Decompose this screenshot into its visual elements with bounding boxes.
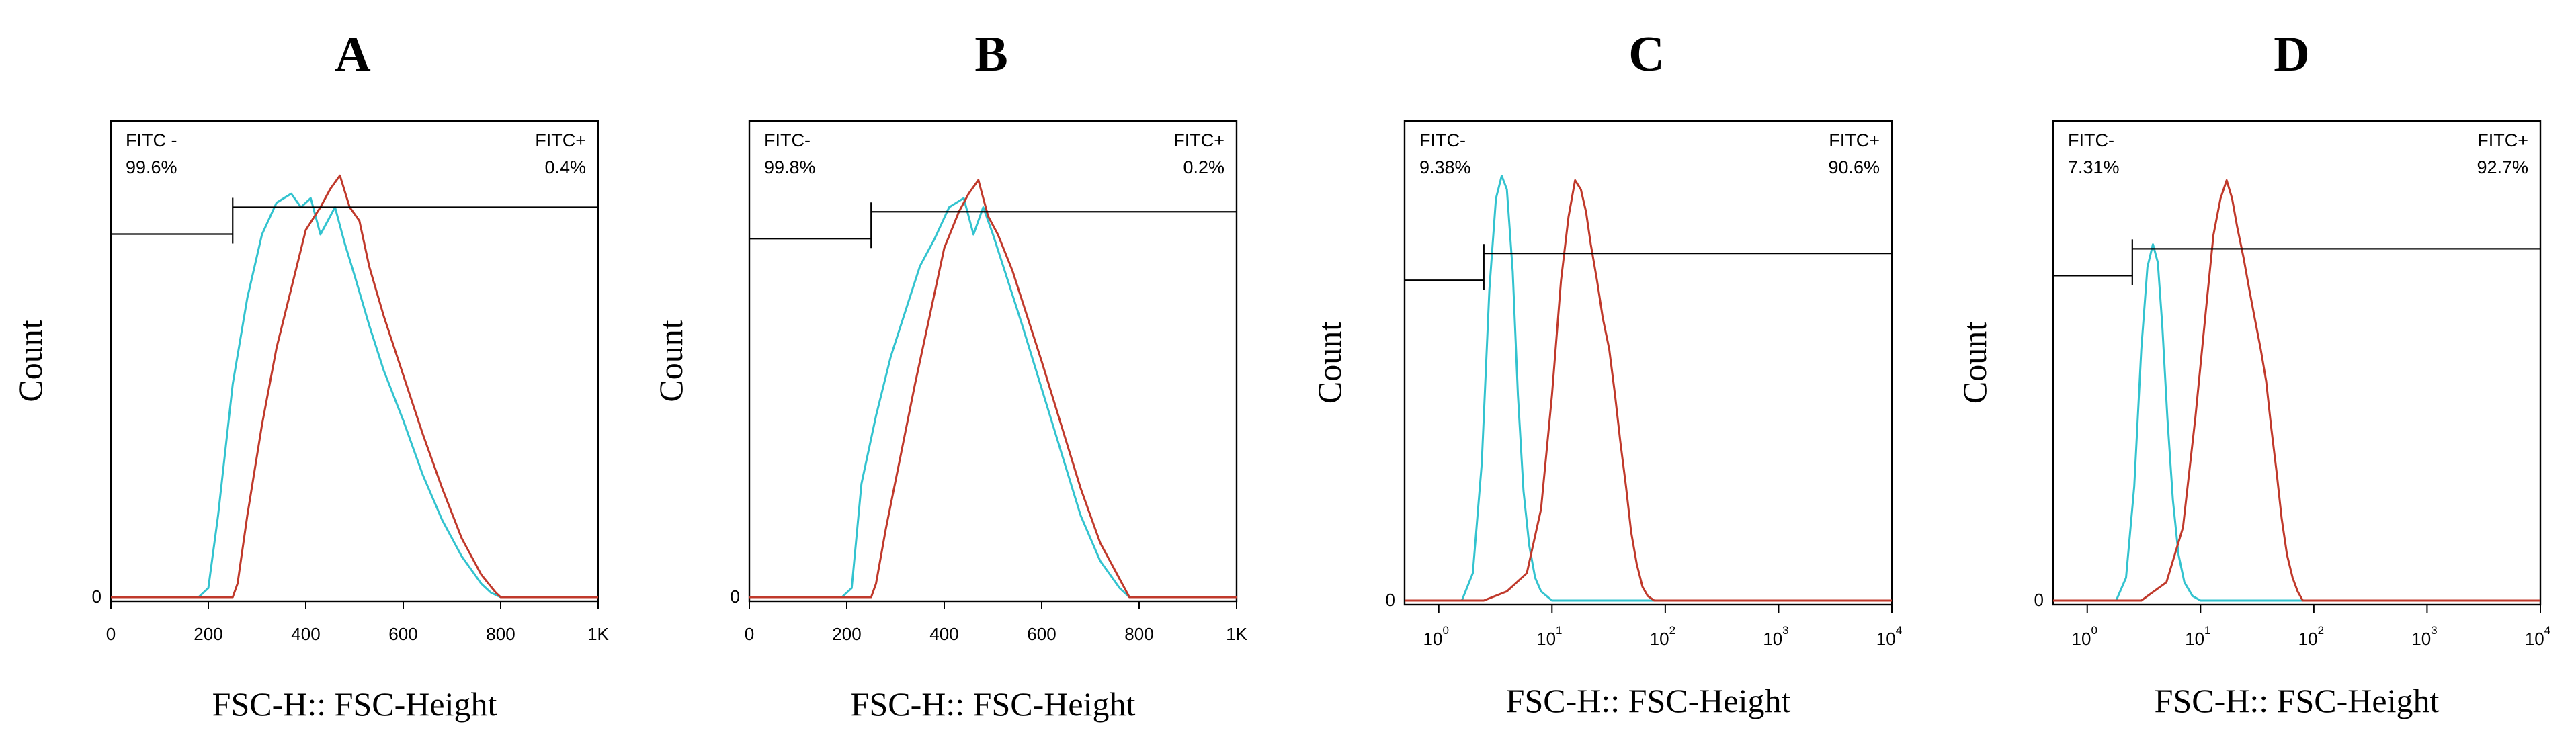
x-tick-base: 10 (2298, 629, 2318, 649)
series-sample-line (1405, 179, 1892, 602)
x-tick-label: 104 (2525, 624, 2550, 649)
x-tick-exponent: 4 (1896, 624, 1902, 637)
series-control-line (1405, 175, 1892, 602)
y-tick-label: 0 (731, 586, 740, 607)
gate-left-label: FITC- (764, 130, 811, 150)
y-axis-title: Count (1956, 322, 1993, 404)
x-tick-label: 104 (1876, 624, 1902, 649)
x-tick-label: 600 (388, 624, 417, 644)
gate-left-value: 9.38% (1419, 157, 1471, 177)
x-tick-base: 10 (2072, 629, 2091, 649)
x-tick-label: 800 (486, 624, 515, 644)
y-axis-title: Count (11, 320, 49, 402)
x-tick-label: 400 (291, 624, 320, 644)
x-axis-title: FSC-H:: FSC-Height (1506, 682, 1791, 719)
x-axis-title: FSC-H:: FSC-Height (2155, 682, 2440, 719)
gate-right-value: 90.6% (1828, 157, 1880, 177)
x-tick-exponent: 3 (1782, 624, 1788, 637)
x-axis-title: FSC-H:: FSC-Height (212, 685, 497, 723)
x-tick-label: 400 (929, 624, 958, 644)
x-axis-title: FSC-H:: FSC-Height (851, 685, 1136, 723)
x-tick-label: 200 (194, 624, 222, 644)
gate-right-value: 92.7% (2477, 157, 2528, 177)
x-tick-label: 102 (1650, 624, 1675, 649)
x-tick-exponent: 0 (1442, 624, 1448, 637)
series-control-line (749, 197, 1237, 599)
x-tick-label: 200 (832, 624, 861, 644)
x-tick-exponent: 1 (1556, 624, 1562, 637)
x-tick-exponent: 2 (2318, 624, 2324, 637)
series-sample-line (749, 179, 1237, 599)
series-control-line (2053, 243, 2540, 602)
gate-left-label: FITC- (1419, 130, 1466, 150)
plot-frame (110, 120, 599, 603)
x-tick-label: 103 (1763, 624, 1788, 649)
gate-left-value: 99.8% (764, 157, 816, 177)
y-axis-title: Count (1311, 322, 1348, 404)
x-tick-base: 10 (2411, 629, 2431, 649)
x-tick-label: 1K (587, 624, 609, 644)
x-tick-label: 0 (745, 624, 754, 644)
gate-right-label: FITC+ (1829, 130, 1880, 150)
x-tick-label: 800 (1124, 624, 1153, 644)
y-tick-label: 0 (1386, 590, 1395, 610)
x-tick-base: 10 (1763, 629, 1782, 649)
x-tick-base: 10 (2525, 629, 2544, 649)
gate-right-value: 0.4% (544, 157, 586, 177)
x-tick-exponent: 2 (1669, 624, 1675, 637)
x-tick-base: 10 (1876, 629, 1896, 649)
x-tick-label: 101 (1536, 624, 1562, 649)
plot-frame (1403, 120, 1893, 606)
x-tick-exponent: 4 (2544, 624, 2550, 637)
x-tick-label: 101 (2185, 624, 2210, 649)
plot-frame (748, 120, 1238, 603)
panel-letter: B (974, 27, 1007, 82)
gate-left-value: 99.6% (126, 157, 177, 177)
x-tick-exponent: 1 (2204, 624, 2210, 637)
gate-left-value: 7.31% (2068, 157, 2120, 177)
gate-right-value: 0.2% (1183, 157, 1224, 177)
gate-left-label: FITC- (2068, 130, 2114, 150)
gate-left-label: FITC - (126, 130, 177, 150)
x-tick-base: 10 (1650, 629, 1669, 649)
gate-right-label: FITC+ (1173, 130, 1224, 150)
panel-letter: A (335, 27, 370, 82)
x-tick-base: 10 (1536, 629, 1556, 649)
x-tick-label: 100 (2072, 624, 2097, 649)
y-tick-label: 0 (92, 586, 101, 607)
y-tick-label: 0 (2034, 590, 2044, 610)
x-tick-base: 10 (1423, 629, 1443, 649)
gate-right-label: FITC+ (535, 130, 586, 150)
x-tick-label: 103 (2411, 624, 2437, 649)
x-tick-label: 102 (2298, 624, 2324, 649)
gate-right-label: FITC+ (2477, 130, 2528, 150)
panel-letter: D (2274, 27, 2309, 82)
plot-frame (2052, 120, 2542, 606)
x-tick-base: 10 (2185, 629, 2204, 649)
x-tick-label: 600 (1027, 624, 1056, 644)
panel-letter: C (1628, 27, 1664, 82)
x-tick-label: 1K (1226, 624, 1247, 644)
x-tick-exponent: 3 (2431, 624, 2437, 637)
series-sample-line (2053, 179, 2540, 602)
x-tick-exponent: 0 (2091, 624, 2097, 637)
x-tick-label: 0 (106, 624, 116, 644)
x-tick-label: 100 (1423, 624, 1449, 649)
y-axis-title: Count (652, 320, 690, 402)
